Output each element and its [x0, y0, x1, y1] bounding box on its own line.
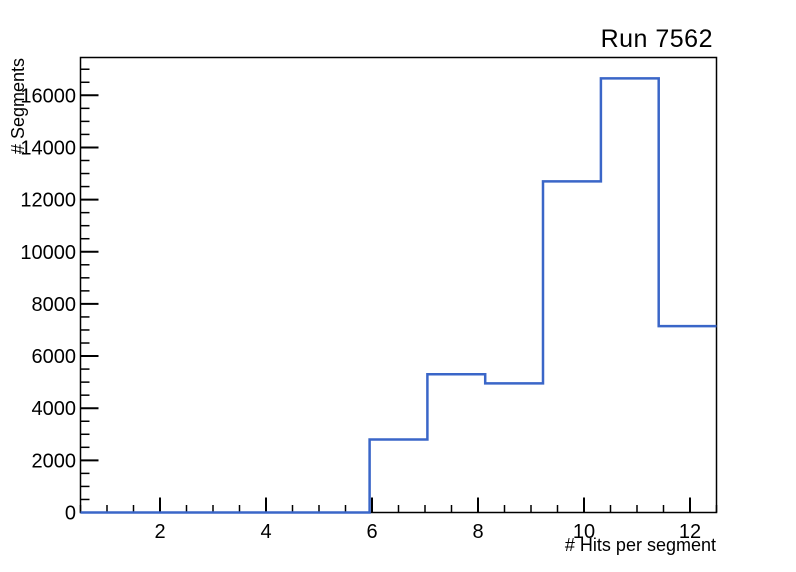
x-tick-label: 6 — [366, 521, 377, 543]
plot-frame — [79, 56, 718, 514]
x-axis-title: # Hits per segment — [565, 535, 716, 555]
x-tick-label: 2 — [154, 521, 165, 543]
x-tick-label: 4 — [260, 521, 271, 543]
y-tick-label: 12000 — [20, 190, 76, 212]
plot-title: Run 7562 — [601, 25, 713, 53]
y-tick-label: 14000 — [20, 137, 76, 159]
y-axis-title: # Segments — [8, 58, 28, 154]
axis-tick-labels: 2 4 6 8 10 12 0 2000 4000 6000 8000 10000 12000 14000… — [20, 85, 701, 543]
y-tick-label: 10000 — [20, 242, 76, 264]
y-tick-label: 0 — [65, 503, 76, 525]
axis-ticks — [79, 68, 718, 514]
y-tick-label: 4000 — [32, 398, 77, 420]
histogram-line — [80, 77, 717, 514]
y-tick-label: 8000 — [32, 294, 77, 316]
histogram-step-line — [80, 77, 717, 514]
y-tick-label: 2000 — [32, 450, 77, 472]
y-tick-label: 6000 — [32, 346, 77, 368]
plot-frame-rect — [79, 56, 718, 514]
x-tick-label: 12 — [679, 521, 701, 543]
x-tick-label: 10 — [573, 521, 595, 543]
x-tick-label: 8 — [472, 521, 483, 543]
y-tick-label: 16000 — [20, 85, 76, 107]
